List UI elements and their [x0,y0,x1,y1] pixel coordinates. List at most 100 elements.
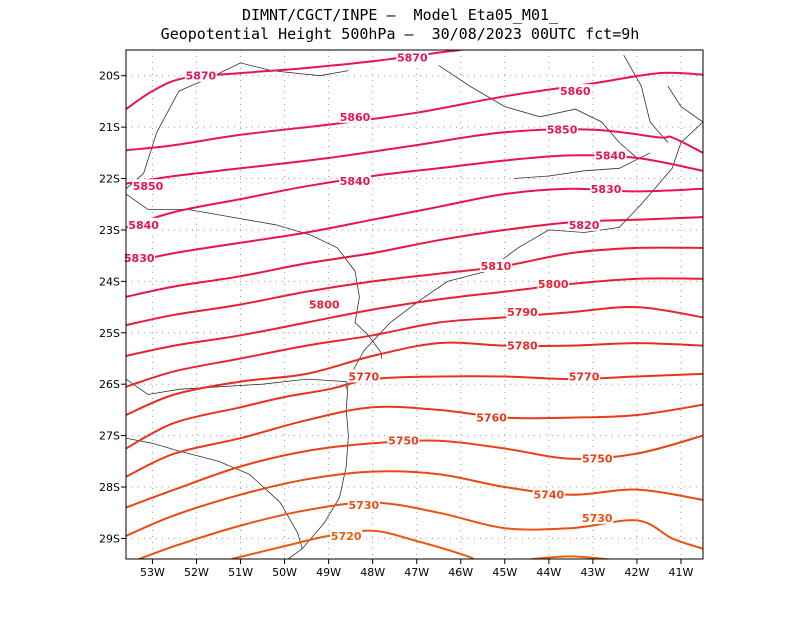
contour-label: 5770 [569,370,600,383]
contour-label: 5830 [124,252,155,265]
tick-label-lat: 20S [99,70,120,83]
contour-label: 5840 [128,219,159,232]
contour-label-bg [123,251,156,265]
contour-label: 5820 [569,219,600,232]
contour-label-bg [532,487,565,501]
contour-label: 5790 [507,306,538,319]
contour-line-5870 [126,50,461,110]
contour-label: 5740 [534,489,565,502]
contour-label-bg [308,297,341,311]
contour-label-bg [537,276,570,290]
contour-label-bg [330,528,363,542]
tick-label-lon: 46W [448,566,473,579]
contour-label-bg [581,510,614,524]
tick-label-lon: 42W [624,566,649,579]
coastline [287,121,703,559]
contour-label: 5750 [388,435,419,448]
contour-labels: 5870 5870 5860 5860 5850 5850 5840 5840 5840 5830… [123,50,627,543]
state-boundary [126,378,347,395]
contour-label-bg [184,68,217,82]
state-boundary [513,152,651,179]
map-frame [125,49,704,560]
contour-label-bg [387,433,420,447]
contour-label-bg [132,179,165,193]
tick-label-lon: 45W [492,566,517,579]
tick-label-lat: 28S [99,481,120,494]
contour-line-5760 [126,403,703,478]
contour-line-5740 [126,470,703,537]
contour-label-bg [568,369,601,383]
contour-label: 5810 [481,260,512,273]
contour-line-5790 [126,305,703,388]
contour-label: 5730 [582,512,613,525]
tick-label-lon: 43W [580,566,605,579]
contour-label-bg [559,84,592,98]
tick-label-lon: 53W [140,566,165,579]
title-line-2: Geopotential Height 500hPa — 30/08/2023 … [160,25,640,43]
contour-line-5810 [126,246,703,327]
contour-line-5730 [136,501,703,559]
contour-label-bg [581,451,614,465]
tick-label-lon: 47W [404,566,429,579]
contour-line-5710 [531,555,615,559]
state-boundary [667,85,703,123]
tick-label-lon: 49W [316,566,341,579]
tick-label-lon: 41W [669,566,694,579]
contour-label: 5830 [591,183,622,196]
contour-line-5850 [126,128,703,185]
contour-label: 5720 [331,530,362,543]
axis-ticks: 53W 52W 51W 50W 49W 48W 47W 46W 45W 44W 43W 42W 41W 2… [99,70,694,579]
state-boundary [438,65,638,159]
contour-line-5780 [126,341,703,416]
contour-label: 5750 [582,453,613,466]
contour-label: 5800 [538,278,569,291]
state-boundary [126,437,303,549]
tick-label-lon: 51W [228,566,253,579]
tick-label-lat: 25S [99,327,120,340]
contour-label-bg [347,498,380,512]
contour-label: 5780 [507,340,538,353]
contour-label-bg [347,369,380,383]
contour-label: 5860 [340,111,371,124]
contour-label: 5770 [349,370,380,383]
contour-label-bg [546,122,579,136]
title-line-1: DIMNT/CGCT/INPE — Model Eta05_M01_ [241,6,559,24]
tick-label-lat: 22S [99,173,120,186]
contour-label-bg [594,148,627,162]
contour-label-bg [339,109,372,123]
contour-label: 5850 [133,180,164,193]
tick-label-lat: 29S [99,532,120,545]
contour-label: 5760 [476,412,507,425]
contour-line-5830 [126,187,703,265]
tick-label-lat: 24S [99,275,120,288]
state-boundary [623,54,669,143]
contour-label-bg [568,217,601,231]
tick-label-lat: 21S [99,121,120,134]
contour-label-bg [506,338,539,352]
contour-line-5820 [126,216,703,298]
contour-label-bg [506,305,539,319]
contour-line-5800 [126,277,703,357]
contour-label-bg [475,410,508,424]
tick-label-lon: 48W [360,566,385,579]
contour-label: 5850 [547,124,578,137]
contour-label-bg [479,258,512,272]
contour-label: 5870 [397,52,428,65]
tick-label-lat: 27S [99,430,120,443]
tick-label-lat: 26S [99,378,120,391]
contour-line-5860 [126,71,703,152]
tick-label-lon: 52W [184,566,209,579]
contour-line-5720 [231,529,475,559]
contour-label: 5840 [595,149,626,162]
contour-label: 5860 [560,85,591,98]
contour-label-bg [590,181,623,195]
contour-label-bg [127,217,160,231]
contour-label: 5840 [340,175,371,188]
contour-label-bg [339,174,372,188]
contour-label: 5800 [309,299,340,312]
contour-label-bg [396,50,429,64]
contour-label: 5870 [186,70,217,83]
coastline-path [287,121,703,559]
contour-label: 5730 [349,499,380,512]
